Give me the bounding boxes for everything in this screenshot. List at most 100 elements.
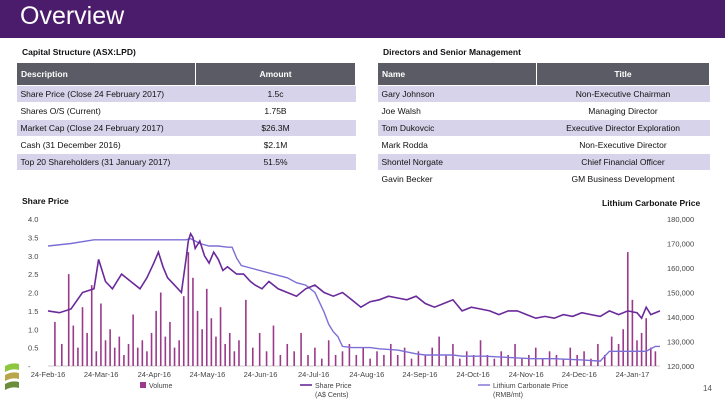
table-row: Top 20 Shareholders (31 January 2017) 51.… <box>16 153 356 171</box>
cell-description: Top 20 Shareholders (31 January 2017) <box>16 153 196 171</box>
volume-bar <box>438 336 440 366</box>
volume-bar <box>109 329 111 366</box>
volume-bar <box>626 252 629 366</box>
volume-bar <box>528 354 530 366</box>
share-price-line <box>47 231 661 320</box>
volume-bar <box>486 354 489 366</box>
volume-bar <box>479 340 482 366</box>
cell-description: Cash (31 December 2016) <box>16 136 196 154</box>
volume-bar <box>348 343 351 366</box>
volume-bar <box>228 332 231 366</box>
volume-bar <box>238 340 240 366</box>
volume-bar <box>205 288 208 366</box>
cell-title: Non-Executive Chairman <box>536 85 710 103</box>
y-left-tick-label: 4.0 <box>28 215 38 224</box>
volume-bar <box>95 351 98 366</box>
volume-bar <box>173 347 176 366</box>
x-tick-label: 24-Jan-17 <box>616 370 650 379</box>
volume-bar <box>597 343 599 366</box>
volume-bar <box>472 354 475 366</box>
volume-bar <box>164 336 167 366</box>
y-left-tick-label: 2.5 <box>28 270 38 279</box>
x-tick-label: 24-Feb-16 <box>31 370 66 379</box>
volume-bar <box>132 314 134 366</box>
x-tick-label: 24-Oct-16 <box>456 370 489 379</box>
volume-bar <box>150 332 153 366</box>
cell-title: GM Business Development <box>536 170 710 188</box>
volume-bar <box>590 358 592 366</box>
volume-bar <box>196 310 199 366</box>
volume-bar <box>576 354 578 366</box>
volume-bar <box>201 329 203 366</box>
volume-bar <box>61 343 63 366</box>
column-header-amount: Amount <box>195 62 356 86</box>
volume-bar <box>127 343 130 366</box>
x-tick-label: 24-Apr-16 <box>138 370 171 379</box>
volume-bar <box>521 358 523 366</box>
cell-name: Gary Johnson <box>377 85 537 103</box>
y-right-tick-label: 120,000 <box>667 362 694 371</box>
volume-bar <box>136 347 139 366</box>
volume-bar <box>640 332 643 366</box>
volume-bar <box>431 347 434 366</box>
table-row: Tom Dukovcic Executive Director Explorati… <box>377 119 710 137</box>
x-tick-label: 24-Mar-16 <box>84 370 119 379</box>
table-row: Gavin Becker GM Business Development <box>377 170 710 188</box>
volume-bar <box>320 358 323 366</box>
volume-bar <box>334 354 337 366</box>
volume-bar <box>159 292 162 366</box>
lithium-chart-title: Lithium Carbonate Price <box>602 198 701 208</box>
volume-bar <box>146 351 148 366</box>
page-title: Overview <box>20 2 125 30</box>
share-price-chart-title: Share Price <box>22 196 69 206</box>
legend-label-volume: Volume <box>149 383 172 390</box>
cell-description: Share Price (Close 24 February 2017) <box>16 85 196 103</box>
volume-bar <box>424 354 427 366</box>
title-banner: Overview <box>0 0 725 38</box>
volume-bar <box>81 307 84 366</box>
volume-bar <box>362 347 365 366</box>
y-right-tick-label: 160,000 <box>667 264 694 273</box>
cell-title: Managing Director <box>536 102 710 120</box>
table-row: Joe Walsh Managing Director <box>377 102 710 120</box>
volume-bar <box>300 332 302 366</box>
x-tick-label: 24-Jul-16 <box>298 370 329 379</box>
volume-bar <box>631 299 634 366</box>
volume-bar <box>500 351 503 366</box>
volume-bar <box>569 347 572 366</box>
x-tick-label: 24-Aug-16 <box>349 370 384 379</box>
volume-bar <box>219 307 222 366</box>
volume-bar <box>72 325 75 366</box>
volume-bar <box>279 354 282 366</box>
volume-bar <box>245 299 247 366</box>
volume-bar <box>104 340 107 366</box>
x-tick-label: 24-Sep-16 <box>402 370 437 379</box>
volume-bar <box>286 343 289 366</box>
y-right-tick-label: 130,000 <box>667 338 694 347</box>
capital-structure-heading: Capital Structure (ASX:LPD) <box>22 47 136 57</box>
page-number: 14 <box>703 384 712 393</box>
table-header-row: Name Title <box>377 62 710 86</box>
table-row: Gary Johnson Non-Executive Chairman <box>377 85 710 103</box>
volume-bar <box>155 310 157 366</box>
table-row: Market Cap (Close 24 February 2017) $26.3… <box>16 119 356 137</box>
share-price-chart: 4.0 3.5 3.0 2.5 2.0 1.5 1.0 0.5 - 180,000 170,000 1… <box>28 215 694 399</box>
capital-structure-table: Description Amount Share Price (Close 24… <box>16 62 356 171</box>
volume-bar <box>54 321 56 366</box>
volume-bar <box>562 358 565 366</box>
x-tick-label: 24-Nov-16 <box>509 370 544 379</box>
column-header-title: Title <box>536 62 710 86</box>
table-header-row: Description Amount <box>16 62 356 86</box>
volume-bar <box>649 347 652 366</box>
volume-bar <box>251 347 254 366</box>
y-left-tick-label: 0.5 <box>28 344 38 353</box>
volume-bar <box>390 343 392 366</box>
volume-bar <box>645 318 647 366</box>
volume-bar <box>410 358 413 366</box>
volume-bar <box>141 340 144 366</box>
volume-bar <box>369 358 371 366</box>
directors-table: Name Title Gary Johnson Non-Executive Cha… <box>377 62 710 188</box>
volume-bar <box>534 347 537 366</box>
volume-bar <box>169 321 171 366</box>
x-tick-label: 24-Dec-16 <box>562 370 597 379</box>
